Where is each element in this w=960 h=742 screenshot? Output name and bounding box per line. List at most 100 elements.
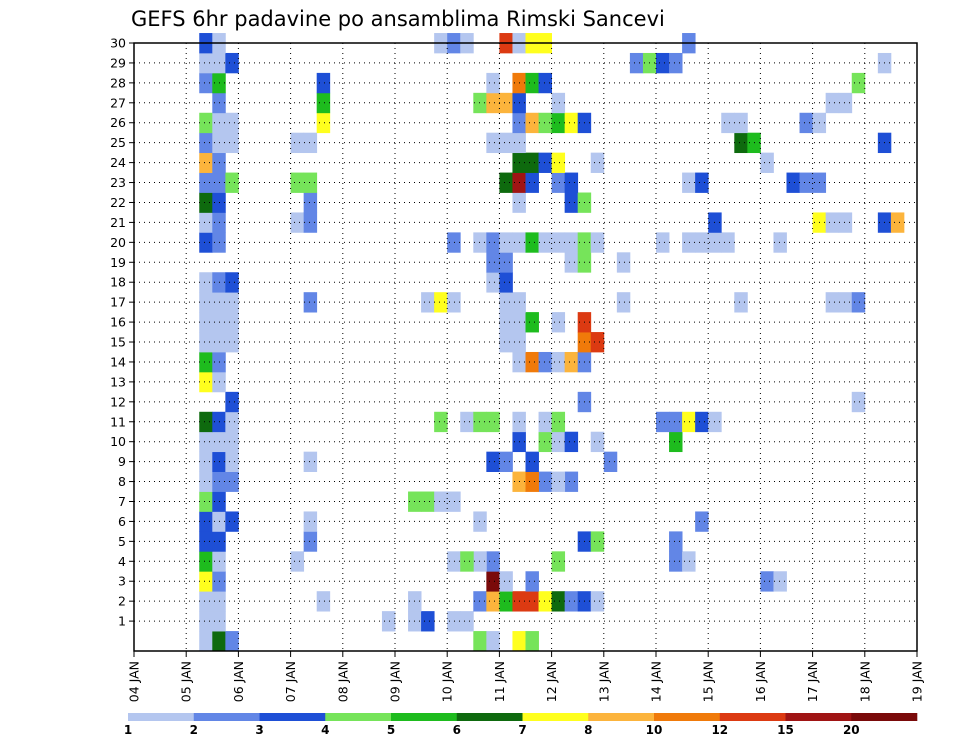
heatmap-cell <box>199 212 213 233</box>
heatmap-cell <box>447 232 461 253</box>
colorbar-label: 15 <box>777 723 794 737</box>
y-tick-label: 26 <box>110 115 126 130</box>
y-tick-label: 8 <box>118 474 126 489</box>
heatmap-cell <box>199 112 213 134</box>
heatmap-cell <box>538 112 552 134</box>
y-tick-label: 13 <box>110 374 126 389</box>
heatmap-cell <box>199 551 213 572</box>
colorbar-swatch <box>193 713 260 721</box>
heatmap-cell <box>551 351 566 373</box>
x-tick-label: 08 JAN <box>335 661 350 702</box>
colorbar-label: 6 <box>453 723 461 737</box>
heatmap-cell <box>695 511 709 532</box>
heatmap-cell <box>486 551 500 572</box>
heatmap-cell <box>799 112 813 134</box>
heatmap-cell <box>616 292 631 313</box>
heatmap-cell <box>590 431 605 453</box>
heatmap-cell <box>538 471 552 492</box>
heatmap-cell <box>773 571 787 592</box>
heatmap-cell <box>564 112 579 134</box>
heatmap-cell <box>199 511 213 532</box>
heatmap-cell <box>682 232 696 253</box>
heatmap-cell <box>499 451 513 472</box>
heatmap-cell <box>316 72 331 94</box>
heatmap-cell <box>225 451 239 472</box>
colorbar-swatch <box>785 713 852 721</box>
heatmap-cell <box>486 252 500 273</box>
heatmap-cell <box>838 212 853 233</box>
heatmap-cell <box>525 152 539 173</box>
heatmap-cell <box>199 52 213 74</box>
x-tick-label: 18 JAN <box>857 661 872 702</box>
heatmap-cell <box>303 132 318 154</box>
x-tick-label: 16 JAN <box>753 661 768 702</box>
heatmap-cell <box>695 172 709 193</box>
heatmap-cell <box>590 531 605 552</box>
y-tick-label: 6 <box>118 514 126 529</box>
heatmap-cell <box>199 232 213 253</box>
heatmap-cell <box>499 571 513 592</box>
x-tick-label: 05 JAN <box>179 661 194 702</box>
heatmap-cell <box>486 232 500 253</box>
heatmap-cell <box>421 292 435 313</box>
heatmap-cell <box>682 172 696 193</box>
x-tick-label: 13 JAN <box>596 661 611 702</box>
heatmap-cell <box>551 312 566 333</box>
colorbar-label: 10 <box>646 723 663 737</box>
heatmap-cell <box>838 292 853 313</box>
heatmap-cell <box>760 571 774 592</box>
heatmap-cell <box>486 451 500 472</box>
heatmap-cell <box>525 72 539 94</box>
heatmap-cell <box>486 571 500 592</box>
colorbar-label: 2 <box>190 723 198 737</box>
y-tick-label: 4 <box>118 554 126 569</box>
heatmap-cell <box>564 591 579 612</box>
heatmap-cell <box>695 232 709 253</box>
colorbar-label: 3 <box>255 723 263 737</box>
heatmap-cell <box>551 92 566 114</box>
heatmap-cell <box>303 531 318 552</box>
heatmap-cell <box>890 212 905 233</box>
x-tick-label: 17 JAN <box>805 661 820 702</box>
y-tick-label: 16 <box>110 315 126 330</box>
heatmap-cell <box>851 391 866 413</box>
colorbar-swatch <box>851 713 918 721</box>
heatmap-cell <box>473 591 487 612</box>
heatmap-cell <box>486 132 500 154</box>
heatmap-cell <box>199 72 213 94</box>
colorbar-label: 4 <box>321 723 329 737</box>
heatmap-cell <box>538 232 552 253</box>
heatmap-cell <box>199 531 213 552</box>
heatmap-cell <box>473 551 487 572</box>
heatmap-cell <box>669 431 683 453</box>
heatmap-cell <box>564 192 579 213</box>
colorbar-swatch <box>719 713 786 721</box>
heatmap-cell <box>199 152 213 173</box>
x-tick-label: 15 JAN <box>701 661 716 702</box>
heatmap-cell <box>212 631 226 652</box>
y-tick-label: 2 <box>118 594 126 609</box>
heatmap-cell <box>199 591 213 612</box>
heatmap-cell <box>525 571 539 592</box>
heatmap-cell <box>199 192 213 213</box>
heatmap-cell <box>199 571 213 592</box>
heatmap-cell <box>825 212 840 233</box>
heatmap-cell <box>590 332 605 353</box>
heatmap-cell <box>525 451 539 472</box>
heatmap-cell <box>564 351 579 373</box>
x-tick-label: 14 JAN <box>649 661 664 702</box>
y-tick-label: 22 <box>110 195 126 210</box>
heatmap-cell <box>551 232 566 253</box>
heatmap-cell <box>851 292 866 313</box>
x-tick-label: 19 JAN <box>910 661 925 702</box>
heatmap-cell <box>669 531 683 552</box>
heatmap-cell <box>564 252 579 273</box>
y-axis-ticks: 1234567891011121314151617181920212223242… <box>110 36 134 629</box>
y-tick-label: 7 <box>118 494 126 509</box>
heatmap-cell <box>290 172 305 193</box>
heatmap-cell <box>303 451 318 472</box>
heatmap-cell <box>447 292 461 313</box>
heatmap-cell <box>199 611 213 632</box>
heatmap-cell <box>290 551 305 572</box>
heatmap-cell <box>551 591 566 612</box>
